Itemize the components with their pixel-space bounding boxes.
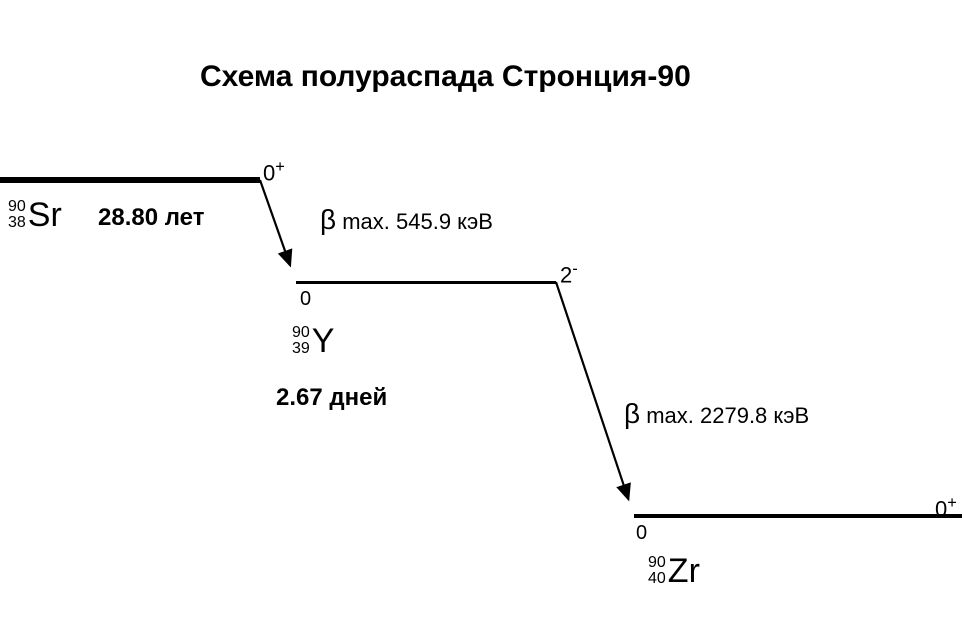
atomic-number: 39 bbox=[292, 341, 310, 357]
spin-parity-sr90: 0+ bbox=[263, 158, 285, 186]
mass-number: 90 bbox=[8, 199, 26, 215]
halflife-y90: 2.67 дней bbox=[276, 384, 387, 412]
decay-arrows bbox=[0, 0, 964, 634]
level-y90 bbox=[296, 281, 556, 284]
atomic-number: 38 bbox=[8, 215, 26, 231]
beta-label-2: β max. 2279.8 кэВ bbox=[624, 398, 809, 430]
decay-scheme-canvas: Схема полураспада Стронция-90 0+ 2- 0+ 0… bbox=[0, 0, 964, 634]
zero-label-y90: 0 bbox=[300, 288, 311, 311]
zero-label-zr90: 0 bbox=[636, 522, 647, 545]
element-symbol: Zr bbox=[668, 554, 700, 588]
level-sr90 bbox=[0, 177, 260, 183]
isotope-y90: 9039Y bbox=[292, 324, 334, 358]
level-zr90 bbox=[634, 514, 962, 518]
element-symbol: Y bbox=[312, 324, 335, 358]
element-symbol: Sr bbox=[28, 198, 62, 232]
isotope-sr90: 9038Sr bbox=[8, 198, 62, 232]
decay-arrow-sr-y bbox=[260, 180, 290, 265]
isotope-zr90: 9040Zr bbox=[648, 554, 700, 588]
diagram-title: Схема полураспада Стронция-90 bbox=[200, 60, 691, 94]
halflife-sr90: 28.80 лет bbox=[98, 204, 204, 232]
atomic-number: 40 bbox=[648, 571, 666, 587]
beta-label-1: β max. 545.9 кэВ bbox=[320, 204, 493, 236]
spin-parity-zr90: 0+ bbox=[935, 494, 957, 522]
mass-number: 90 bbox=[648, 555, 666, 571]
spin-parity-y90: 2- bbox=[560, 260, 578, 288]
decay-arrow-y-zr bbox=[556, 282, 628, 499]
mass-number: 90 bbox=[292, 325, 310, 341]
